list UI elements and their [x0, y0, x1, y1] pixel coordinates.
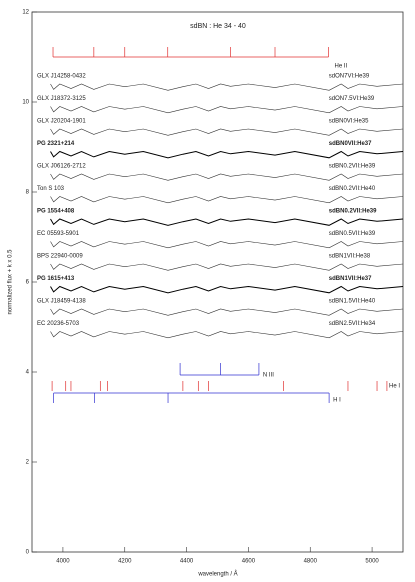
star-name: GLX J06126-2712 [37, 164, 86, 170]
y-tick-label: 10 [22, 100, 29, 106]
spectrum [50, 241, 404, 249]
y-tick-label: 0 [26, 550, 30, 556]
spectrum [50, 83, 404, 91]
line-id-label: He I [389, 384, 400, 390]
spectrum [50, 331, 404, 339]
spectral-class: sdBN2.5VII:He34 [329, 321, 376, 327]
line-id-label: He II [334, 64, 347, 70]
star-name: EC 20236-5703 [37, 321, 80, 327]
x-axis-label: wavelength / Å [197, 571, 237, 578]
x-tick-label: 4600 [242, 559, 256, 565]
spectrum [50, 308, 404, 316]
spectrum [50, 106, 404, 114]
spectrum [50, 173, 404, 181]
star-name: PG 1554+408 [37, 209, 75, 215]
y-axis-label: normalized flux + k x 0.5 [8, 249, 14, 315]
star-name: GLX J18372-3125 [37, 96, 86, 102]
star-name: GLX J14258-0432 [37, 74, 86, 80]
spectrum [50, 218, 404, 226]
spectral-class: sdBN0.2VII:He40 [329, 186, 376, 192]
spectral-class: sdBN1VII:He37 [329, 276, 372, 282]
spectral-class: sdON7.5VI:He39 [329, 96, 375, 102]
star-name: EC 05593-5901 [37, 231, 80, 237]
chart-title: sdBN : He 34 - 40 [190, 23, 246, 30]
x-tick-label: 4800 [304, 559, 318, 565]
star-name: Ton S 103 [37, 186, 65, 192]
spectral-class: sdBN0VI:He35 [329, 119, 369, 125]
spectral-class: sdBN0.2VII:He39 [329, 164, 376, 170]
line-id-label: H I [333, 398, 341, 404]
x-tick-label: 4200 [118, 559, 132, 565]
star-name: PG 2321+214 [37, 141, 75, 147]
x-tick-label: 4000 [56, 559, 70, 565]
spectrum [50, 196, 404, 204]
spectral-class: sdBN0VII:He37 [329, 141, 372, 147]
spectrum [50, 263, 404, 271]
spectral-class: sdBN1.5VII:He40 [329, 299, 376, 305]
star-name: BPS 22940-0009 [37, 254, 83, 260]
x-tick-label: 5000 [365, 559, 379, 565]
spectral-class: sdBN1VII:He38 [329, 254, 371, 260]
spectral-class: sdBN0.2VII:He39 [329, 209, 377, 215]
star-name: GLX J20204-1901 [37, 119, 86, 125]
x-tick-label: 4400 [180, 559, 194, 565]
y-tick-label: 2 [26, 460, 30, 466]
y-tick-label: 6 [26, 280, 30, 286]
spectral-class: sdBN0.5VII:He39 [329, 231, 376, 237]
y-tick-label: 8 [26, 190, 30, 196]
y-tick-label: 12 [22, 10, 29, 16]
spectrum [50, 128, 404, 136]
spectrum [50, 150, 404, 159]
star-name: PG 1615+413 [37, 276, 75, 282]
star-name: GLX J18459-4138 [37, 299, 86, 305]
line-id-label: N III [263, 373, 274, 379]
spectrum [50, 285, 404, 294]
y-tick-label: 4 [26, 370, 30, 376]
spectral-class: sdON7VI:He39 [329, 74, 370, 80]
